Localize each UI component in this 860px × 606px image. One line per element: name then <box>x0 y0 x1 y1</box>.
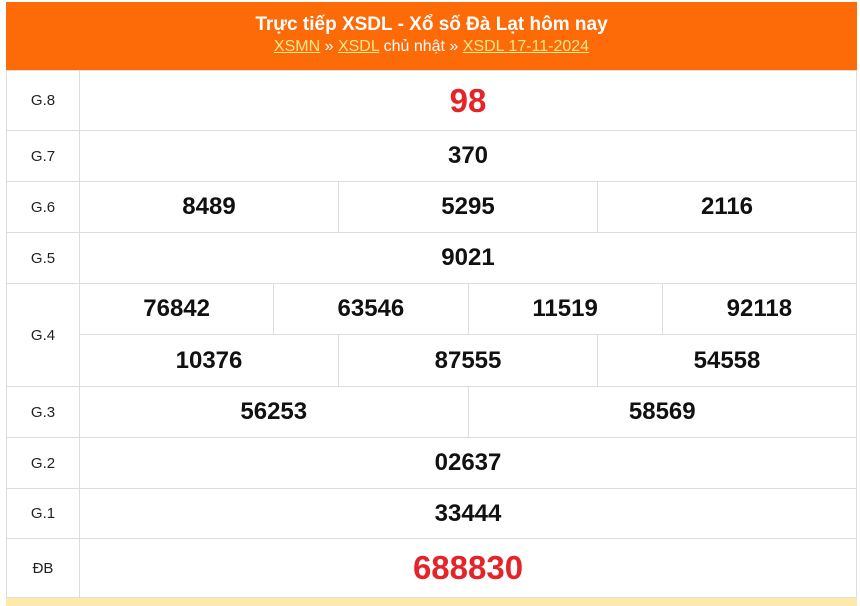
prize-label: G.6 <box>6 181 80 233</box>
prize-label: G.3 <box>6 386 80 438</box>
table-row: G.8 98 <box>6 70 857 131</box>
breadcrumb-sep: » <box>320 38 338 55</box>
prize-value: 92118 <box>661 284 856 334</box>
prize-value: 98 <box>79 70 857 131</box>
table-row: ĐB 688830 <box>6 538 857 598</box>
results-table: G.8 98 G.7 370 G.6 8489 5295 2116 G.5 90… <box>6 70 857 598</box>
table-row: G.6 8489 5295 2116 <box>6 181 857 233</box>
footer-strip <box>6 598 857 606</box>
prize-value: 63546 <box>273 284 467 334</box>
breadcrumb-xsdl[interactable]: XSDL <box>337 38 380 55</box>
prize-value: 87555 <box>338 335 597 386</box>
prize-value: 33444 <box>79 488 857 539</box>
prize-value: 58569 <box>467 387 857 437</box>
prize-label: G.8 <box>6 70 80 131</box>
prize-value: 5295 <box>338 182 597 232</box>
prize-label: G.2 <box>6 437 80 489</box>
table-row: G.5 9021 <box>6 232 857 284</box>
prize-value: 56253 <box>240 398 308 425</box>
results-panel: Trực tiếp XSDL - Xổ số Đà Lạt hôm nay XS… <box>6 2 857 606</box>
table-row: G.1 33444 <box>6 488 857 539</box>
breadcrumb-text: chủ nhật » <box>379 38 463 55</box>
prize-value: 11519 <box>467 284 662 334</box>
prize-value: 8489 <box>182 193 236 220</box>
prize-value: 76842 <box>143 295 210 322</box>
prize-label: G.5 <box>6 232 80 284</box>
special-prize-value: 688830 <box>79 538 857 598</box>
prize-value: 9021 <box>79 232 857 284</box>
table-row: G.7 370 <box>6 130 857 182</box>
prize-value: 370 <box>79 130 857 182</box>
prize-value: 2116 <box>597 182 856 232</box>
breadcrumb-xsmn[interactable]: XSMN <box>273 38 321 55</box>
prize-value: 54558 <box>597 335 856 386</box>
table-row: 10376 87555 54558 <box>7 334 857 387</box>
header: Trực tiếp XSDL - Xổ số Đà Lạt hôm nay XS… <box>6 2 857 70</box>
table-row: G.3 56253 58569 <box>6 386 857 438</box>
prize-value: 02637 <box>79 437 857 489</box>
table-row: G.2 02637 <box>6 437 857 489</box>
prize-label: G.4 <box>6 283 80 387</box>
breadcrumb-date[interactable]: XSDL 17-11-2024 <box>462 38 590 55</box>
prize-label: ĐB <box>6 538 80 598</box>
prize-label: G.1 <box>6 488 80 539</box>
page-title: Trực tiếp XSDL - Xổ số Đà Lạt hôm nay <box>255 14 608 35</box>
breadcrumb: XSMN » XSDL chủ nhật » XSDL 17-11-2024 <box>6 36 857 58</box>
table-row: G.4 76842 63546 11519 92118 <box>6 283 857 387</box>
prize-value: 10376 <box>175 346 243 374</box>
prize-label: G.7 <box>6 130 80 182</box>
